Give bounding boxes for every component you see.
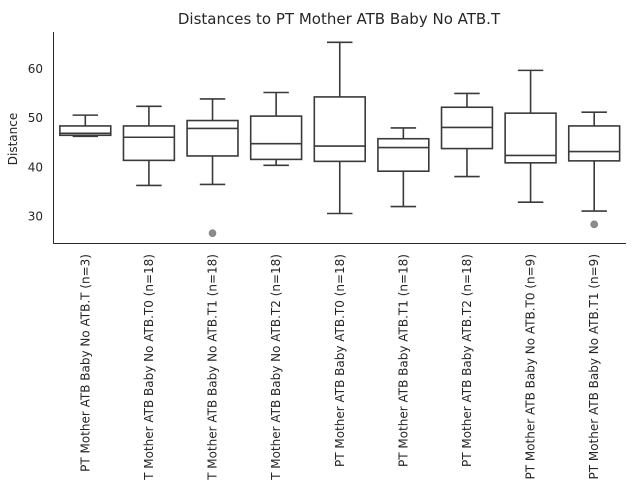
boxes-group	[59, 41, 621, 237]
y-tick-label: 50	[28, 111, 43, 125]
box-item	[377, 127, 430, 208]
x-tick-label: PT Mother ATB Baby ATB.T1 (n=18)	[396, 254, 410, 467]
y-tick-label: 30	[28, 209, 43, 223]
x-tick-label: PT Mother ATB Baby No ATB.T1 (n=18)	[206, 254, 220, 480]
box-item	[567, 111, 621, 229]
box-item	[440, 92, 494, 178]
x-tick-label: PT Mother ATB Baby No ATB.T (n=3)	[78, 254, 92, 472]
outlier-point	[590, 220, 598, 229]
box-iqr	[504, 112, 557, 164]
box-item	[504, 69, 557, 203]
x-axis-tick-labels: PT Mother ATB Baby No ATB.T (n=3) PT Moth…	[78, 254, 601, 480]
box-iqr	[567, 125, 621, 162]
x-tick-label: PT Mother ATB Baby No ATB.T0 (n=18)	[142, 254, 156, 480]
box-item	[313, 41, 366, 215]
box-iqr	[59, 125, 112, 137]
box-iqr	[313, 96, 366, 163]
box-iqr	[249, 115, 303, 161]
x-tick-label: PT Mother ATB Baby ATB.T2 (n=18)	[460, 254, 474, 467]
y-axis-label: Distance	[6, 113, 20, 165]
box-item	[249, 91, 303, 167]
outlier-point	[208, 229, 217, 237]
y-axis-ticks: 30 40 50 60	[28, 62, 43, 224]
box-iqr	[377, 137, 430, 172]
box-iqr	[186, 119, 239, 157]
box-item	[186, 98, 239, 237]
box-item	[59, 114, 112, 138]
x-tick-label: PT Mother ATB Baby No ATB.T1 (n=9)	[587, 254, 601, 480]
x-tick-label: PT Mother ATB Baby No ATB.T0 (n=9)	[524, 254, 538, 480]
box-item	[122, 105, 176, 187]
x-tick-label: PT Mother ATB Baby ATB.T0 (n=18)	[333, 254, 347, 467]
chart-title: Distances to PT Mother ATB Baby No ATB.T	[178, 10, 501, 28]
x-tick-label: PT Mother ATB Baby No ATB.T2 (n=18)	[269, 254, 283, 480]
box-iqr	[122, 125, 176, 162]
y-tick-label: 40	[28, 160, 43, 174]
y-tick-label: 60	[28, 62, 43, 76]
